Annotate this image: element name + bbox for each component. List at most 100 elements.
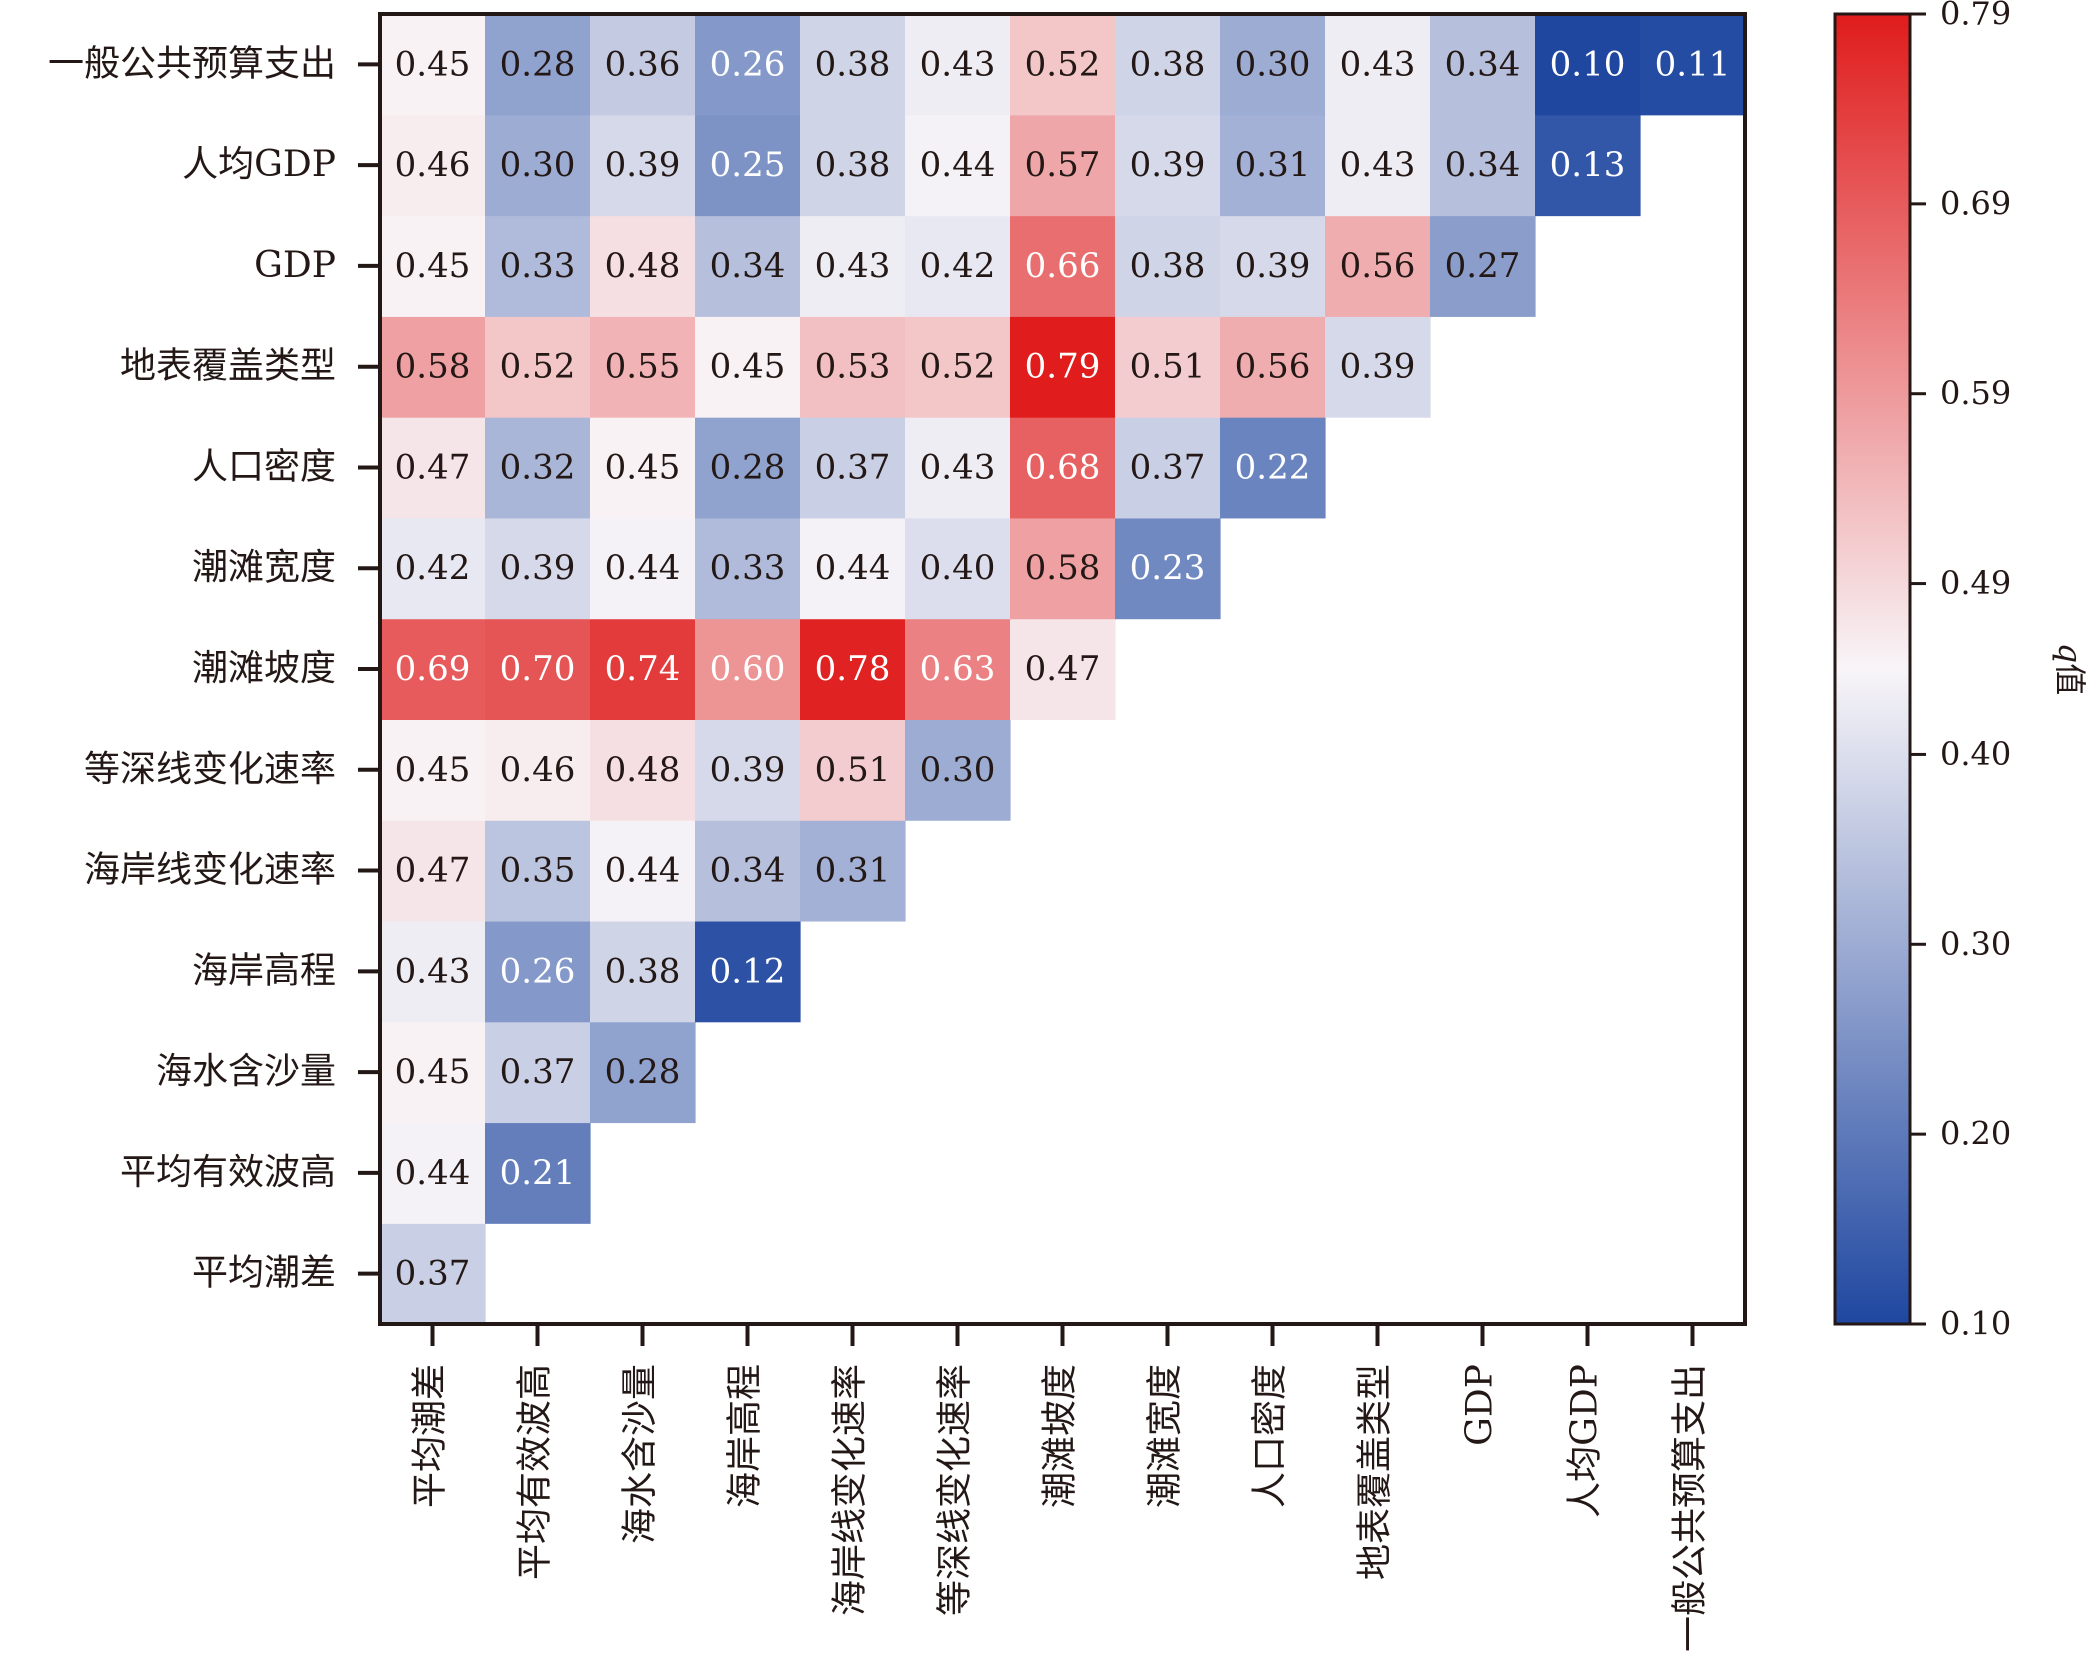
heatmap-cell	[1430, 114, 1536, 217]
heatmap-cell	[800, 215, 906, 317]
heatmap-cell-value: 0.52	[500, 347, 576, 387]
heatmap-cell	[1010, 114, 1116, 217]
colorbar: 0.79 0.69 0.59 0.49 0.40 0.30 0.20 0.10 q值	[1833, 0, 2090, 1343]
heatmap-cell	[1535, 114, 1641, 217]
heatmap-cell	[1220, 114, 1326, 217]
heatmap-cell-value: 0.39	[605, 145, 681, 185]
heatmap-cell-value: 0.43	[920, 44, 996, 84]
heatmap-cell-value: 0.38	[1130, 246, 1206, 286]
heatmap-cell-value: 0.34	[710, 246, 786, 286]
heatmap-cell-value: 0.23	[1130, 548, 1206, 588]
x-tick-label: 平均潮差	[410, 1364, 451, 1508]
heatmap-cell	[1115, 316, 1221, 418]
colorbar-tick-label: 0.79	[1940, 0, 2011, 33]
heatmap-cell	[1325, 316, 1431, 418]
heatmap-cell-value: 0.25	[710, 145, 786, 185]
heatmap-cell	[380, 215, 486, 317]
heatmap-cell-value: 0.28	[500, 44, 576, 84]
heatmap-cell-value: 0.36	[605, 44, 681, 84]
heatmap-cell	[1115, 215, 1221, 317]
heatmap-cell	[1220, 215, 1326, 317]
heatmap-cell-value: 0.45	[395, 44, 471, 84]
y-tick-label: GDP	[254, 245, 336, 286]
heatmap-cell	[485, 114, 591, 217]
heatmap-cell-value: 0.53	[815, 347, 891, 387]
heatmap-cell-value: 0.48	[605, 750, 681, 790]
heatmap-cell-value: 0.30	[500, 145, 576, 185]
heatmap-cell	[485, 215, 591, 317]
heatmap-cell-value: 0.38	[815, 44, 891, 84]
heatmap-cell-value: 0.28	[605, 1052, 681, 1092]
heatmap-cell	[380, 1122, 486, 1224]
heatmap-cell	[695, 316, 801, 418]
heatmap-cell-value: 0.39	[1235, 246, 1311, 286]
y-tick-label: 地表覆盖类型	[120, 346, 336, 387]
heatmap-cell	[800, 316, 906, 418]
heatmap-cell-value: 0.35	[500, 851, 576, 891]
x-tick-label: 一般公共预算支出	[1670, 1364, 1711, 1652]
heatmap-cell	[1010, 215, 1116, 317]
x-tick-label: 地表覆盖类型	[1355, 1364, 1396, 1580]
heatmap-cell	[485, 920, 591, 1023]
heatmap-cell	[1325, 114, 1431, 217]
colorbar-tick-label: 0.40	[1940, 735, 2011, 773]
x-tick-label: 人均GDP	[1565, 1364, 1606, 1518]
heatmap-cell	[380, 14, 486, 116]
heatmap-cell	[380, 417, 486, 519]
heatmap-cell	[590, 14, 696, 116]
heatmap-cell	[695, 618, 801, 720]
heatmap-cell-value: 0.46	[395, 145, 471, 185]
heatmap-cell	[1220, 316, 1326, 418]
heatmap-cell-value: 0.44	[605, 851, 681, 891]
heatmap-cell	[1115, 417, 1221, 519]
heatmap-cell-value: 0.46	[500, 750, 576, 790]
heatmap-cell	[905, 719, 1011, 821]
x-tick-label: 平均有效波高	[515, 1364, 556, 1580]
heatmap-cell	[695, 920, 801, 1023]
heatmap-cell-value: 0.45	[710, 347, 786, 387]
heatmap-cell-value: 0.74	[605, 649, 681, 689]
heatmap-cell-value: 0.11	[1655, 44, 1731, 84]
y-tick-label: 平均潮差	[192, 1253, 336, 1294]
y-tick-label: 等深线变化速率	[84, 749, 336, 790]
x-tick-label: GDP	[1460, 1364, 1501, 1446]
heatmap-cell	[1430, 215, 1536, 317]
heatmap-cell-value: 0.44	[920, 145, 996, 185]
heatmap-cell	[905, 316, 1011, 418]
heatmap-cell-value: 0.43	[1340, 44, 1416, 84]
heatmap-cell	[905, 517, 1011, 620]
heatmap-cell	[485, 14, 591, 116]
heatmap-cell-value: 0.31	[815, 851, 891, 891]
heatmap-cell	[1220, 417, 1326, 519]
heatmap-cell	[380, 820, 486, 922]
heatmap-cell	[380, 1021, 486, 1124]
heatmap-cell	[800, 517, 906, 620]
heatmap-cell-value: 0.47	[1025, 649, 1101, 689]
heatmap-cell	[1010, 618, 1116, 720]
colorbar-ticks: 0.79 0.69 0.59 0.49 0.40 0.30 0.20 0.10	[1910, 0, 2011, 1343]
heatmap-cell-value: 0.22	[1235, 447, 1311, 487]
heatmap-cell-value: 0.37	[1130, 447, 1206, 487]
heatmap-cell-value: 0.33	[500, 246, 576, 286]
heatmap-cell	[485, 820, 591, 922]
heatmap-cell	[590, 618, 696, 720]
heatmap-cell	[485, 1122, 591, 1224]
heatmap-cell	[695, 14, 801, 116]
heatmap-cell-labels: 0.37 0.44 0.21 0.45 0.37 0.28 0.43 0.26 0.38 0.12…	[395, 44, 1731, 1293]
heatmap-cell-value: 0.47	[395, 447, 471, 487]
y-tick-label: 潮滩宽度	[192, 547, 336, 588]
heatmap-cell-value: 0.45	[395, 750, 471, 790]
heatmap-cell	[695, 215, 801, 317]
heatmap-cell-value: 0.79	[1025, 347, 1101, 387]
colorbar-frame	[1833, 12, 1912, 1326]
heatmap-cell	[1010, 14, 1116, 116]
y-tick-label: 平均有效波高	[120, 1152, 336, 1193]
heatmap-cell	[590, 1021, 696, 1124]
colorbar-tick-label: 0.49	[1940, 564, 2011, 602]
colorbar-tick-label: 0.69	[1940, 184, 2011, 222]
heatmap-cell	[1220, 14, 1326, 116]
heatmap-cell	[695, 517, 801, 620]
heatmap-cell	[905, 215, 1011, 317]
